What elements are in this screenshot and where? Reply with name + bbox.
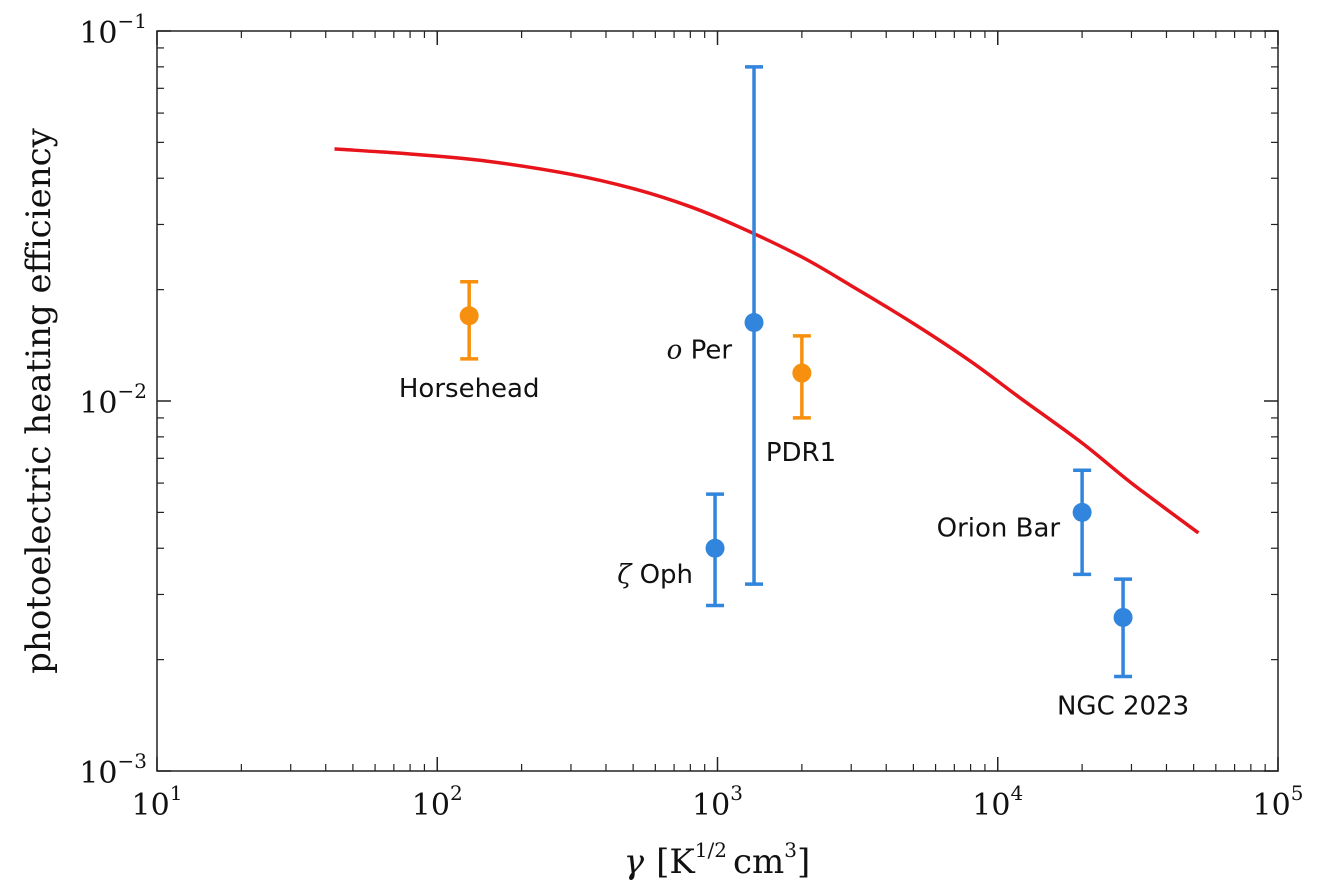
point-label-text: NGC 2023 (1057, 692, 1189, 722)
point-label-horsehead: Horsehead (399, 374, 540, 404)
model-curve (334, 147, 1200, 535)
point-label-ngc-2023: NGC 2023 (1057, 692, 1189, 722)
x-tick-base: 10 (132, 788, 170, 823)
x-tick-base: 10 (1253, 788, 1291, 823)
x-tick-label: 104 (972, 781, 1023, 823)
data-point-ngc-2023 (1113, 607, 1133, 627)
data-point-horsehead (459, 306, 479, 326)
x-tick-label: 101 (132, 781, 183, 823)
x-tick-base: 10 (692, 788, 730, 823)
y-tick-label: 10−3 (79, 749, 147, 791)
x-tick-exp: 1 (170, 781, 183, 805)
x-tick-base: 10 (412, 788, 450, 823)
point-label-text: Orion Bar (937, 513, 1061, 543)
y-axis-title: photoelectric heating efficiency (19, 127, 59, 673)
point-label-text: Oph (640, 560, 693, 590)
x-axis-symbol: γ (624, 842, 645, 882)
plot-frame (156, 30, 1279, 772)
point-label-prefix: ζ (617, 560, 639, 590)
y-tick-label: 10−2 (79, 379, 147, 421)
x-axis-unit-open: [K (656, 842, 695, 882)
x-tick-base: 10 (972, 788, 1010, 823)
point-label-per: o Per (667, 335, 733, 365)
point-label-orion-bar: Orion Bar (937, 513, 1061, 543)
major-ticks (156, 30, 1279, 772)
x-axis-title: γ [K1/2 cm3] (624, 838, 810, 882)
point-label-text: PDR1 (766, 438, 836, 468)
y-tick-label: 10−1 (79, 9, 147, 51)
data-point-pdr1 (792, 363, 812, 383)
point-label-prefix: o (667, 335, 691, 365)
x-axis-unit-exp2: 3 (784, 838, 797, 862)
data-points: Horsehead o Per PDR1 ζ Oph Orion Bar NGC 2023 (399, 65, 1189, 722)
y-tick-base: 10 (79, 16, 117, 51)
x-tick-label: 105 (1253, 781, 1304, 823)
x-axis-unit-close: ] (797, 842, 810, 882)
point-label-pdr1: PDR1 (766, 438, 836, 468)
point-label-oph: ζ Oph (617, 560, 693, 590)
x-tick-exp: 5 (1291, 781, 1304, 805)
y-tick-base: 10 (79, 386, 117, 421)
x-tick-label: 103 (692, 781, 743, 823)
point-label-text: Horsehead (399, 374, 540, 404)
y-tick-exp: −3 (118, 749, 147, 773)
x-axis-unit-exp: 1/2 (695, 838, 727, 862)
y-tick-exp: −2 (118, 379, 147, 403)
x-tick-exp: 2 (450, 781, 463, 805)
x-tick-exp: 3 (730, 781, 743, 805)
point-label-text: Per (691, 335, 733, 365)
data-point-orion-bar (1072, 502, 1092, 522)
x-tick-label: 102 (412, 781, 463, 823)
data-point-per (744, 312, 764, 332)
data-point-oph (705, 538, 725, 558)
x-axis-unit-mid: cm (733, 842, 784, 882)
x-tick-exp: 4 (1010, 781, 1023, 805)
minor-ticks (157, 31, 1278, 771)
y-tick-exp: −1 (118, 9, 147, 33)
y-tick-base: 10 (79, 756, 117, 791)
